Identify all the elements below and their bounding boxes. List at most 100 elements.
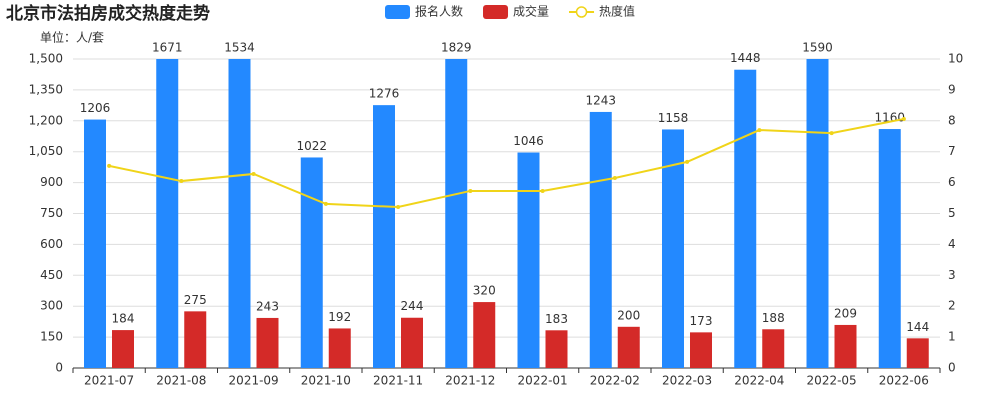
bar: [545, 330, 568, 368]
y2-tick-label: 6: [948, 175, 956, 189]
data-label: 1671: [152, 41, 183, 55]
x-tick-label: 2021-07: [84, 374, 134, 388]
bar: [256, 317, 279, 368]
bar: [473, 302, 496, 368]
data-label: 1276: [369, 87, 400, 101]
line-point: [685, 159, 690, 164]
y2-tick-label: 8: [948, 113, 956, 127]
x-tick-label: 2022-02: [590, 374, 640, 388]
data-label: 188: [762, 311, 785, 325]
bar: [401, 317, 423, 368]
x-tick-label: 2021-12: [445, 374, 495, 388]
bar: [617, 326, 640, 368]
bar: [84, 119, 106, 368]
y-tick-label: 900: [40, 175, 63, 189]
y2-tick-label: 2: [948, 299, 956, 313]
line-point: [179, 179, 184, 184]
x-tick-label: 2021-09: [229, 374, 279, 388]
data-label: 183: [545, 312, 568, 326]
bar: [228, 59, 251, 368]
data-label: 1206: [80, 101, 111, 115]
legend-label: 报名人数: [415, 4, 463, 19]
bar: [517, 152, 540, 368]
y2-tick-label: 10: [948, 52, 963, 66]
x-tick-label: 2021-10: [301, 374, 351, 388]
y-tick-label: 1,500: [29, 52, 63, 66]
data-label: 244: [401, 299, 424, 313]
line-point: [251, 171, 256, 176]
y-tick-label: 1,350: [29, 82, 63, 96]
line-point: [468, 188, 473, 193]
y2-tick-label: 1: [948, 330, 956, 344]
line-point: [901, 116, 906, 121]
line: [108, 117, 905, 209]
data-label: 1158: [658, 111, 689, 125]
y2-tick-label: 5: [948, 206, 956, 220]
y2-tick-label: 7: [948, 144, 956, 158]
bar: [373, 105, 395, 368]
bar: [690, 332, 712, 368]
chart-title: 北京市法拍房成交热度走势: [6, 3, 210, 24]
legend-swatch: [385, 5, 410, 19]
y-tick-label: 0: [55, 361, 63, 375]
data-label: 184: [112, 312, 135, 326]
plot-area: [84, 59, 929, 368]
line-point: [757, 128, 762, 133]
y2-tick-label: 0: [948, 361, 956, 375]
x-tick-label: 2022-04: [734, 374, 784, 388]
bar: [662, 129, 684, 368]
line-point: [612, 175, 617, 180]
y-tick-label: 1,200: [29, 113, 63, 127]
legend-swatch: [483, 5, 509, 19]
data-label: 1046: [513, 134, 544, 148]
data-label: 243: [256, 299, 279, 313]
data-label: 144: [906, 320, 929, 334]
legend-label: 热度值: [599, 4, 635, 19]
line-point: [540, 188, 545, 193]
x-tick-label: 2022-03: [662, 374, 712, 388]
data-label: 173: [690, 314, 713, 328]
bar: [762, 329, 785, 368]
bar: [834, 324, 857, 368]
x-tick-label: 2022-05: [807, 374, 857, 388]
bar: [156, 59, 179, 368]
bar: [878, 129, 901, 368]
data-label: 1243: [585, 93, 616, 107]
data-label: 1534: [224, 41, 255, 55]
bar: [112, 330, 134, 368]
y-unit-label: 单位：人/套: [40, 30, 104, 45]
data-label: 209: [834, 306, 857, 320]
data-label: 1829: [441, 41, 472, 55]
line-point: [107, 163, 112, 168]
data-label: 1022: [296, 139, 327, 153]
line-point: [396, 205, 401, 210]
bar: [806, 59, 829, 368]
y-tick-label: 1,050: [29, 144, 63, 158]
y2-tick-label: 9: [948, 82, 956, 96]
bar: [589, 111, 612, 368]
legend-swatch: [575, 6, 588, 18]
bar: [300, 157, 323, 368]
bar: [906, 338, 929, 368]
y-tick-label: 150: [40, 330, 63, 344]
x-tick-label: 2021-08: [156, 374, 206, 388]
data-label: 1590: [802, 41, 833, 55]
data-label: 192: [328, 310, 351, 324]
data-label: 1448: [730, 51, 761, 65]
legend-label: 成交量: [513, 4, 549, 19]
data-label: 200: [617, 308, 640, 322]
bar: [734, 69, 757, 368]
bar: [184, 311, 207, 368]
y2-tick-label: 4: [948, 237, 956, 251]
y2-tick-label: 3: [948, 268, 956, 282]
bar: [445, 59, 468, 368]
x-tick-label: 2021-11: [373, 374, 423, 388]
line-point: [829, 131, 834, 136]
y-tick-label: 300: [40, 299, 63, 313]
data-label: 320: [473, 284, 496, 298]
data-label: 275: [184, 293, 207, 307]
x-tick-label: 2022-06: [879, 374, 929, 388]
line-point: [323, 201, 328, 206]
y-tick-label: 750: [40, 206, 63, 220]
